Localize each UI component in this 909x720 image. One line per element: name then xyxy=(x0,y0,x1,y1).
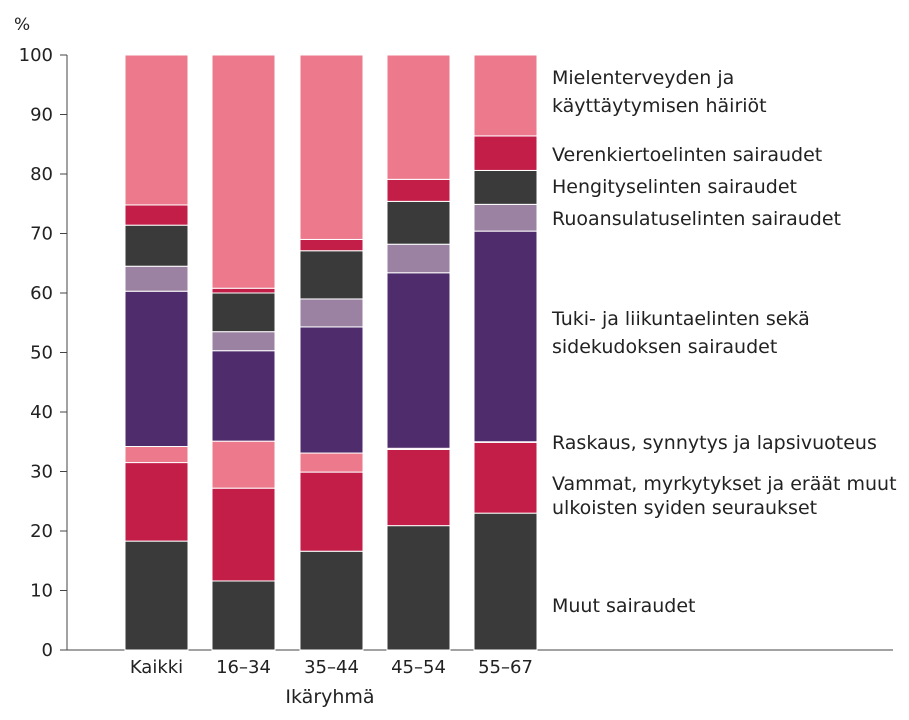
bar-segment xyxy=(386,243,451,274)
bar-segment xyxy=(473,169,538,205)
x-tick-label: 35–44 xyxy=(304,657,359,678)
bar-segment xyxy=(299,250,364,300)
x-tick-label: Kaikki xyxy=(130,657,183,678)
y-tick-label: 30 xyxy=(30,462,53,483)
legend-label: Mielenterveyden ja xyxy=(552,67,734,89)
bar-segment xyxy=(124,265,189,292)
legend-label: käyttäytymisen häiriöt xyxy=(552,95,767,117)
bar-segment xyxy=(124,290,189,448)
x-tick-label: 55–67 xyxy=(478,657,533,678)
bar-segment xyxy=(299,550,364,651)
bar-segment xyxy=(386,525,451,651)
bar-segment xyxy=(124,540,189,651)
bar-segment xyxy=(211,331,276,352)
y-tick-label: 90 xyxy=(30,105,53,126)
bar-segment xyxy=(124,224,189,267)
bar-segment xyxy=(386,448,451,527)
bar-segment xyxy=(211,292,276,333)
bar-segment xyxy=(299,452,364,473)
legend-label: Hengityselinten sairaudet xyxy=(552,176,797,198)
bar-segment xyxy=(473,135,538,171)
bar-segment xyxy=(211,580,276,651)
y-tick-label: 70 xyxy=(30,224,53,245)
bar-segment xyxy=(124,204,189,226)
y-tick-label: 60 xyxy=(30,283,53,304)
bar-segment xyxy=(124,446,189,464)
bar-segment xyxy=(299,471,364,552)
bar-segment xyxy=(473,441,538,514)
legend-label: Raskaus, synnytys ja lapsivuoteus xyxy=(552,432,877,454)
y-tick-label: 80 xyxy=(30,164,53,185)
bar-segment xyxy=(473,230,538,443)
bar-segment xyxy=(386,178,451,202)
bar-segment xyxy=(211,350,276,442)
x-tick-label: 16–34 xyxy=(216,657,271,678)
y-tick-label: 100 xyxy=(19,45,53,66)
legend-label: Ruoansulatuselinten sairaudet xyxy=(552,208,841,230)
y-tick-label: 50 xyxy=(30,343,53,364)
bar-segment xyxy=(473,512,538,651)
x-tick-label: 45–54 xyxy=(391,657,446,678)
bar-segment xyxy=(299,238,364,252)
bar-segment xyxy=(386,54,451,180)
legend-label: sidekudoksen sairaudet xyxy=(552,336,777,358)
bar-segment xyxy=(386,200,451,245)
legend-label: Muut sairaudet xyxy=(552,595,695,617)
bar-segment xyxy=(211,54,276,289)
legend-label: ulkoisten syiden seuraukset xyxy=(552,497,817,519)
bar-segment xyxy=(211,487,276,582)
bar-segment xyxy=(299,298,364,328)
bar-segment xyxy=(124,462,189,542)
legend-label: Vammat, myrkytykset ja eräät muut xyxy=(552,473,897,495)
y-tick-label: 0 xyxy=(42,640,53,661)
bar-segment xyxy=(473,54,538,137)
bar-segment xyxy=(299,326,364,454)
bar-segment xyxy=(124,54,189,206)
bar-segment xyxy=(211,287,276,294)
bar-segment xyxy=(386,272,451,449)
bar-segment xyxy=(473,203,538,232)
x-axis-label: Ikäryhmä xyxy=(285,686,374,708)
legend-label: Verenkiertoelinten sairaudet xyxy=(552,144,822,166)
y-tick-label: 10 xyxy=(30,581,53,602)
y-axis-label: % xyxy=(14,15,30,35)
bar-segment xyxy=(211,440,276,489)
y-tick-label: 40 xyxy=(30,402,53,423)
bar-segment xyxy=(299,54,364,240)
y-tick-label: 20 xyxy=(30,521,53,542)
legend-label: Tuki- ja liikuntaelinten sekä xyxy=(551,308,810,330)
